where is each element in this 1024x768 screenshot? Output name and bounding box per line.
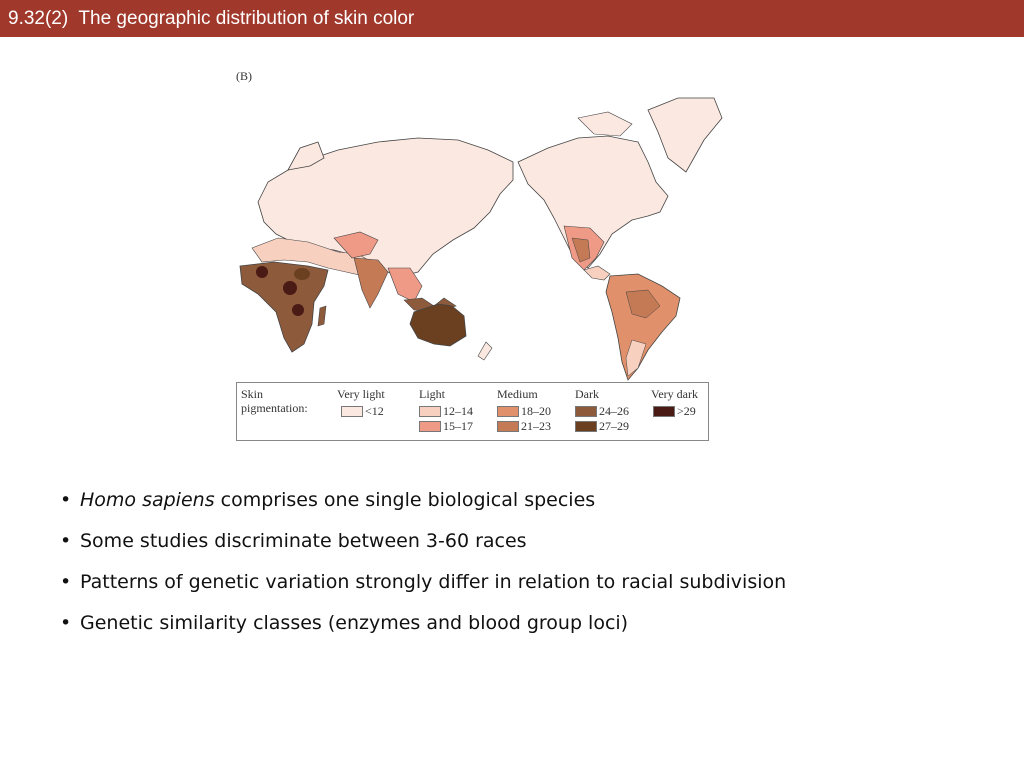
legend-swatch-light-1 — [419, 406, 441, 417]
bullet-item: • Homo sapiens comprises one single biol… — [60, 487, 860, 514]
bullet-text: Genetic similarity classes (enzymes and … — [80, 612, 629, 634]
bullet-text: Patterns of genetic variation strongly d… — [80, 571, 787, 593]
region-greenland — [647, 97, 723, 173]
world-map: (B) — [236, 69, 723, 381]
legend-range-label: 21–23 — [521, 419, 551, 433]
legend-swatch-light-2 — [419, 421, 441, 432]
legend-swatch-medium-2 — [497, 421, 519, 432]
legend-group-dark: Dark — [575, 387, 599, 401]
region-north-america — [517, 135, 669, 269]
legend-range-label: 18–20 — [521, 404, 551, 418]
legend-range-label: >29 — [677, 404, 696, 418]
bullet-text: comprises one single biological species — [214, 489, 596, 511]
region-south-america — [605, 273, 681, 381]
bullet-dot: • — [60, 612, 72, 634]
legend-range-label: 15–17 — [443, 419, 473, 433]
region-africa — [239, 261, 329, 353]
region-west-africa-dark — [256, 266, 268, 278]
legend-swatch-dark-2 — [575, 421, 597, 432]
region-madagascar — [317, 305, 327, 327]
region-middle-east — [333, 231, 379, 259]
region-australia — [409, 303, 467, 347]
panel-label: (B) — [236, 69, 252, 83]
region-scandinavia — [287, 141, 325, 171]
region-east-africa-dark — [292, 304, 304, 316]
skin-color-map-figure: (B) — [228, 62, 728, 446]
region-new-zealand — [477, 341, 493, 361]
legend-box: Skin pigmentation: Very light <12 Light … — [236, 382, 709, 441]
legend-swatch-very-dark — [653, 406, 675, 417]
bullet-dot: • — [60, 530, 72, 552]
region-se-asia — [387, 267, 423, 303]
legend-group-light: Light — [419, 387, 445, 401]
legend-swatch-medium-1 — [497, 406, 519, 417]
region-central-africa-dark — [283, 281, 297, 295]
bullet-text: Some studies discriminate between 3-60 r… — [80, 530, 527, 552]
bullet-italic-text: Homo sapiens — [80, 489, 215, 511]
region-india — [353, 257, 389, 309]
region-mexico-medium — [571, 237, 591, 263]
legend-range-label: 12–14 — [443, 404, 473, 418]
legend-swatch-dark-1 — [575, 406, 597, 417]
legend-range-label: 24–26 — [599, 404, 629, 418]
bullet-item: • Some studies discriminate between 3-60… — [60, 528, 860, 555]
bullet-item: • Patterns of genetic variation strongly… — [60, 569, 800, 596]
legend-range-label: 27–29 — [599, 419, 629, 433]
bullet-dot: • — [60, 571, 72, 593]
legend-group-very-light: Very light — [337, 387, 385, 401]
region-central-america — [583, 265, 611, 281]
region-south-cone — [625, 339, 647, 377]
region-amazon — [625, 289, 661, 319]
region-canadian-islands — [577, 111, 633, 137]
region-horn-africa — [294, 268, 310, 280]
bullet-list: • Homo sapiens comprises one single biol… — [60, 487, 860, 651]
legend-group-medium: Medium — [497, 387, 538, 401]
bullet-item: • Genetic similarity classes (enzymes an… — [60, 610, 860, 637]
legend-range-label: <12 — [365, 404, 384, 418]
legend-title-line2: pigmentation: — [241, 401, 308, 415]
legend-title: Skin — [241, 387, 264, 401]
legend-swatch-very-light — [341, 406, 363, 417]
legend-group-very-dark: Very dark — [651, 387, 698, 401]
slide-title: 9.32(2) The geographic distribution of s… — [8, 8, 415, 29]
title-bar: 9.32(2) The geographic distribution of s… — [0, 0, 1024, 37]
bullet-dot: • — [60, 489, 72, 511]
